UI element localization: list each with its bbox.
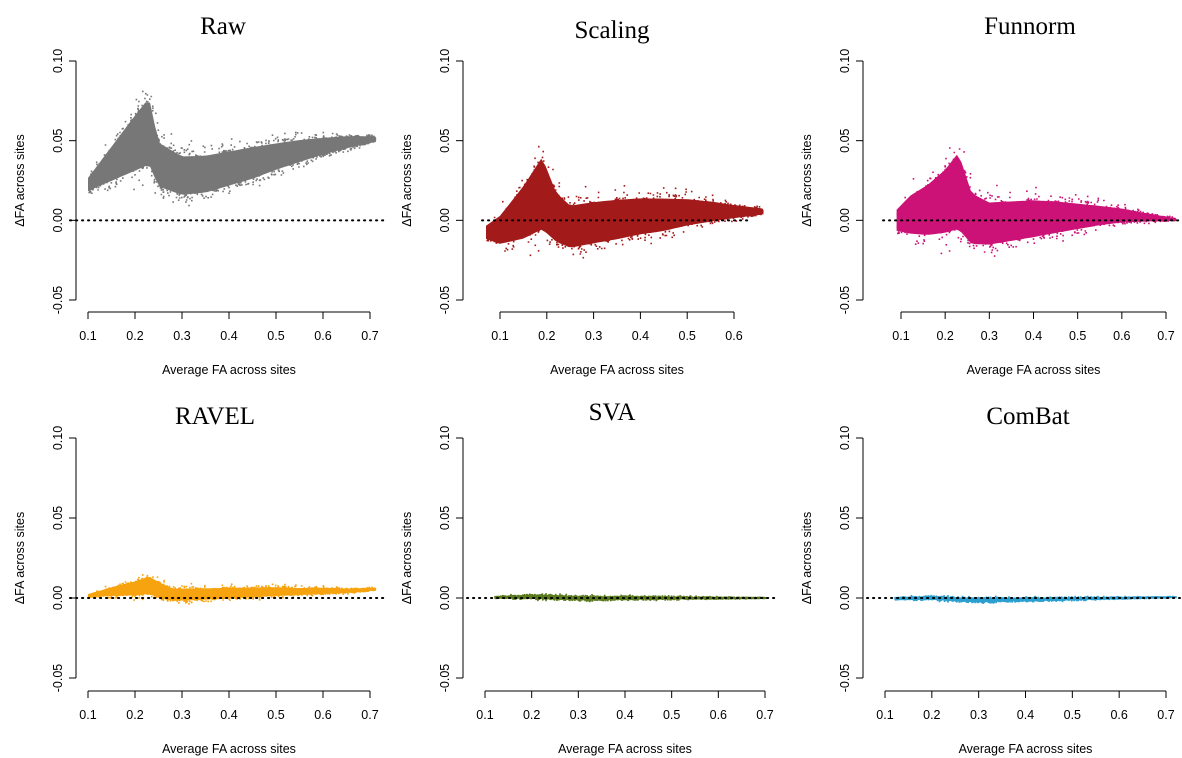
x-tick-label: 0.1	[79, 708, 96, 722]
x-axis-label: Average FA across sites	[550, 363, 684, 377]
panel-title: SVA	[589, 399, 636, 426]
x-tick-label: 0.3	[970, 708, 987, 722]
panel-combat: ComBat 0.1 0.2 0.3 0.4 0.5 0.6 0.7 Average FA ac…	[800, 403, 1181, 756]
panel-title: ComBat	[986, 403, 1069, 430]
x-tick-label: 0.7	[1157, 329, 1174, 343]
x-axis-label: Average FA across sites	[959, 742, 1093, 756]
x-tick-label: 0.2	[126, 708, 143, 722]
x-tick-label: 0.5	[663, 708, 680, 722]
x-tick-label: 0.2	[923, 708, 940, 722]
x-axis-label: Average FA across sites	[162, 363, 296, 377]
y-axis-label: ΔFA across sites	[400, 134, 414, 226]
y-tick-label: 0.05	[838, 506, 852, 530]
y-tick-label: 0.05	[438, 128, 452, 152]
x-tick-label: 0.2	[126, 329, 143, 343]
y-axis-label: ΔFA across sites	[13, 512, 27, 604]
x-tick-label: 0.5	[1069, 329, 1086, 343]
x-tick-label: 0.6	[1113, 329, 1130, 343]
x-tick-label: 0.1	[79, 329, 96, 343]
x-axis-label: Average FA across sites	[558, 742, 692, 756]
x-tick-label: 0.6	[710, 708, 727, 722]
x-tick-label: 0.3	[173, 708, 190, 722]
y-tick-label: 0.10	[51, 426, 65, 450]
y-tick-label: 0.00	[838, 586, 852, 610]
y-tick-label: 0.10	[438, 49, 452, 73]
y-axis-label: ΔFA across sites	[800, 512, 814, 604]
y-tick-label: -0.05	[51, 664, 65, 693]
x-tick-label: 0.1	[491, 329, 508, 343]
scatter-density-core	[486, 158, 763, 248]
y-axis-label: ΔFA across sites	[13, 134, 27, 226]
y-tick-label: 0.10	[838, 49, 852, 73]
x-tick-label: 0.7	[756, 708, 773, 722]
x-tick-label: 0.2	[936, 329, 953, 343]
y-tick-label: 0.05	[438, 506, 452, 530]
y-axis-label: ΔFA across sites	[400, 512, 414, 604]
x-tick-label: 0.1	[476, 708, 493, 722]
x-tick-label: 0.4	[1025, 329, 1042, 343]
y-tick-label: -0.05	[51, 286, 65, 315]
y-tick-label: 0.00	[438, 208, 452, 232]
panel-scaling: Scaling 0.1 0.2 0.3 0.4 0.5 0.6 Average FA acro…	[400, 17, 764, 377]
x-tick-label: 0.4	[616, 708, 633, 722]
panel-raw: Raw 0.1 0.2 0.3 0.4 0.5 0.6 0.7 Average FA acros…	[13, 13, 385, 377]
panel-title: Scaling	[575, 17, 650, 44]
y-tick-label: 0.00	[838, 208, 852, 232]
y-tick-label: 0.05	[838, 128, 852, 152]
panel-ravel: RAVEL 0.1 0.2 0.3 0.4 0.5 0.6 0.7 Average FA acr…	[13, 403, 385, 756]
x-tick-label: 0.2	[523, 708, 540, 722]
x-tick-label: 0.3	[981, 329, 998, 343]
x-axis-label: Average FA across sites	[967, 363, 1101, 377]
panel-funnorm: Funnorm 0.1 0.2 0.3 0.4 0.5 0.6 0.7 Average FA a…	[800, 13, 1181, 377]
x-tick-label: 0.4	[1017, 708, 1034, 722]
x-tick-label: 0.7	[361, 329, 378, 343]
y-tick-label: -0.05	[438, 286, 452, 315]
x-tick-label: 0.4	[220, 708, 237, 722]
x-tick-label: 0.3	[585, 329, 602, 343]
y-tick-label: 0.00	[51, 208, 65, 232]
panel-title: RAVEL	[175, 403, 255, 430]
x-tick-label: 0.5	[679, 329, 696, 343]
x-tick-label: 0.1	[892, 329, 909, 343]
y-tick-label: 0.00	[438, 586, 452, 610]
y-tick-label: -0.05	[838, 664, 852, 693]
y-tick-label: 0.05	[51, 506, 65, 530]
x-tick-label: 0.7	[361, 708, 378, 722]
y-axis-label: ΔFA across sites	[800, 134, 814, 226]
y-tick-label: 0.10	[51, 49, 65, 73]
panel-title: Funnorm	[984, 13, 1076, 40]
x-tick-label: 0.6	[314, 329, 331, 343]
x-tick-label: 0.7	[1157, 708, 1174, 722]
y-tick-label: 0.05	[51, 128, 65, 152]
x-tick-label: 0.5	[267, 708, 284, 722]
y-tick-label: 0.00	[51, 586, 65, 610]
x-axis-label: Average FA across sites	[162, 742, 296, 756]
scatter-density-core	[88, 102, 375, 195]
x-tick-label: 0.3	[173, 329, 190, 343]
x-tick-label: 0.6	[314, 708, 331, 722]
x-tick-label: 0.5	[267, 329, 284, 343]
x-tick-label: 0.3	[570, 708, 587, 722]
x-tick-label: 0.4	[220, 329, 237, 343]
x-tick-label: 0.1	[876, 708, 893, 722]
panel-title: Raw	[200, 13, 246, 40]
x-tick-label: 0.4	[632, 329, 649, 343]
scatter-density-core	[896, 154, 1175, 245]
y-tick-label: -0.05	[438, 664, 452, 693]
y-tick-label: 0.10	[438, 426, 452, 450]
y-tick-label: -0.05	[838, 286, 852, 315]
scatter-density-core	[88, 577, 375, 601]
x-tick-label: 0.6	[1110, 708, 1127, 722]
x-tick-label: 0.6	[725, 329, 742, 343]
x-tick-label: 0.5	[1064, 708, 1081, 722]
panel-sva: SVA 0.1 0.2 0.3 0.4 0.5 0.6 0.7 Average FA acros…	[400, 399, 780, 756]
x-tick-label: 0.2	[538, 329, 555, 343]
y-tick-label: 0.10	[838, 426, 852, 450]
